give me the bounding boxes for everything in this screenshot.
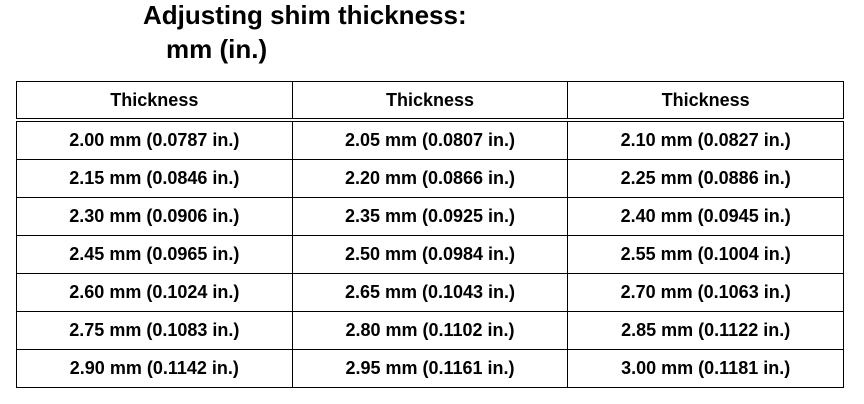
thickness-cell: 2.90 mm (0.1142 in.) — [16, 349, 293, 388]
table-row: 2.15 mm (0.0846 in.) 2.20 mm (0.0866 in.)… — [16, 159, 844, 198]
column-header: Thickness — [567, 81, 844, 122]
thickness-cell: 2.05 mm (0.0807 in.) — [291, 119, 569, 160]
thickness-table: Thickness Thickness Thickness 2.00 mm (0.0… — [16, 81, 844, 388]
thickness-cell: 2.15 mm (0.0846 in.) — [16, 159, 293, 198]
thickness-cell: 2.60 mm (0.1024 in.) — [16, 273, 293, 312]
thickness-cell: 2.45 mm (0.0965 in.) — [16, 235, 293, 274]
thickness-cell: 2.70 mm (0.1063 in.) — [567, 273, 844, 312]
thickness-cell: 2.75 mm (0.1083 in.) — [16, 311, 293, 350]
table-row: 2.00 mm (0.0787 in.) 2.05 mm (0.0807 in.)… — [16, 119, 844, 160]
table-row: 2.75 mm (0.1083 in.) 2.80 mm (0.1102 in.)… — [16, 311, 844, 350]
thickness-cell: 2.50 mm (0.0984 in.) — [291, 235, 569, 274]
thickness-cell: 2.80 mm (0.1102 in.) — [291, 311, 569, 350]
table-body: 2.00 mm (0.0787 in.) 2.05 mm (0.0807 in.)… — [16, 119, 844, 388]
thickness-cell: 2.95 mm (0.1161 in.) — [291, 349, 569, 388]
table-row: 2.90 mm (0.1142 in.) 2.95 mm (0.1161 in.)… — [16, 349, 844, 388]
thickness-cell: 2.00 mm (0.0787 in.) — [16, 119, 293, 160]
column-header: Thickness — [16, 81, 293, 122]
table-row: 2.60 mm (0.1024 in.) 2.65 mm (0.1043 in.)… — [16, 273, 844, 312]
thickness-cell: 2.85 mm (0.1122 in.) — [567, 311, 844, 350]
thickness-cell: 2.55 mm (0.1004 in.) — [567, 235, 844, 274]
table-row: 2.30 mm (0.0906 in.) 2.35 mm (0.0925 in.)… — [16, 197, 844, 236]
thickness-cell: 2.35 mm (0.0925 in.) — [291, 197, 569, 236]
thickness-cell: 3.00 mm (0.1181 in.) — [567, 349, 844, 388]
thickness-cell: 2.30 mm (0.0906 in.) — [16, 197, 293, 236]
header-row: Thickness Thickness Thickness — [16, 81, 844, 122]
title-unit: mm (in.) — [166, 34, 268, 64]
thickness-cell: 2.40 mm (0.0945 in.) — [567, 197, 844, 236]
column-header: Thickness — [291, 81, 569, 122]
thickness-cell: 2.25 mm (0.0886 in.) — [567, 159, 844, 198]
title: Adjusting shim thickness: — [143, 0, 467, 30]
thickness-cell: 2.10 mm (0.0827 in.) — [567, 119, 844, 160]
table-row: 2.45 mm (0.0965 in.) 2.50 mm (0.0984 in.)… — [16, 235, 844, 274]
thickness-cell: 2.65 mm (0.1043 in.) — [291, 273, 569, 312]
thickness-cell: 2.20 mm (0.0866 in.) — [291, 159, 569, 198]
